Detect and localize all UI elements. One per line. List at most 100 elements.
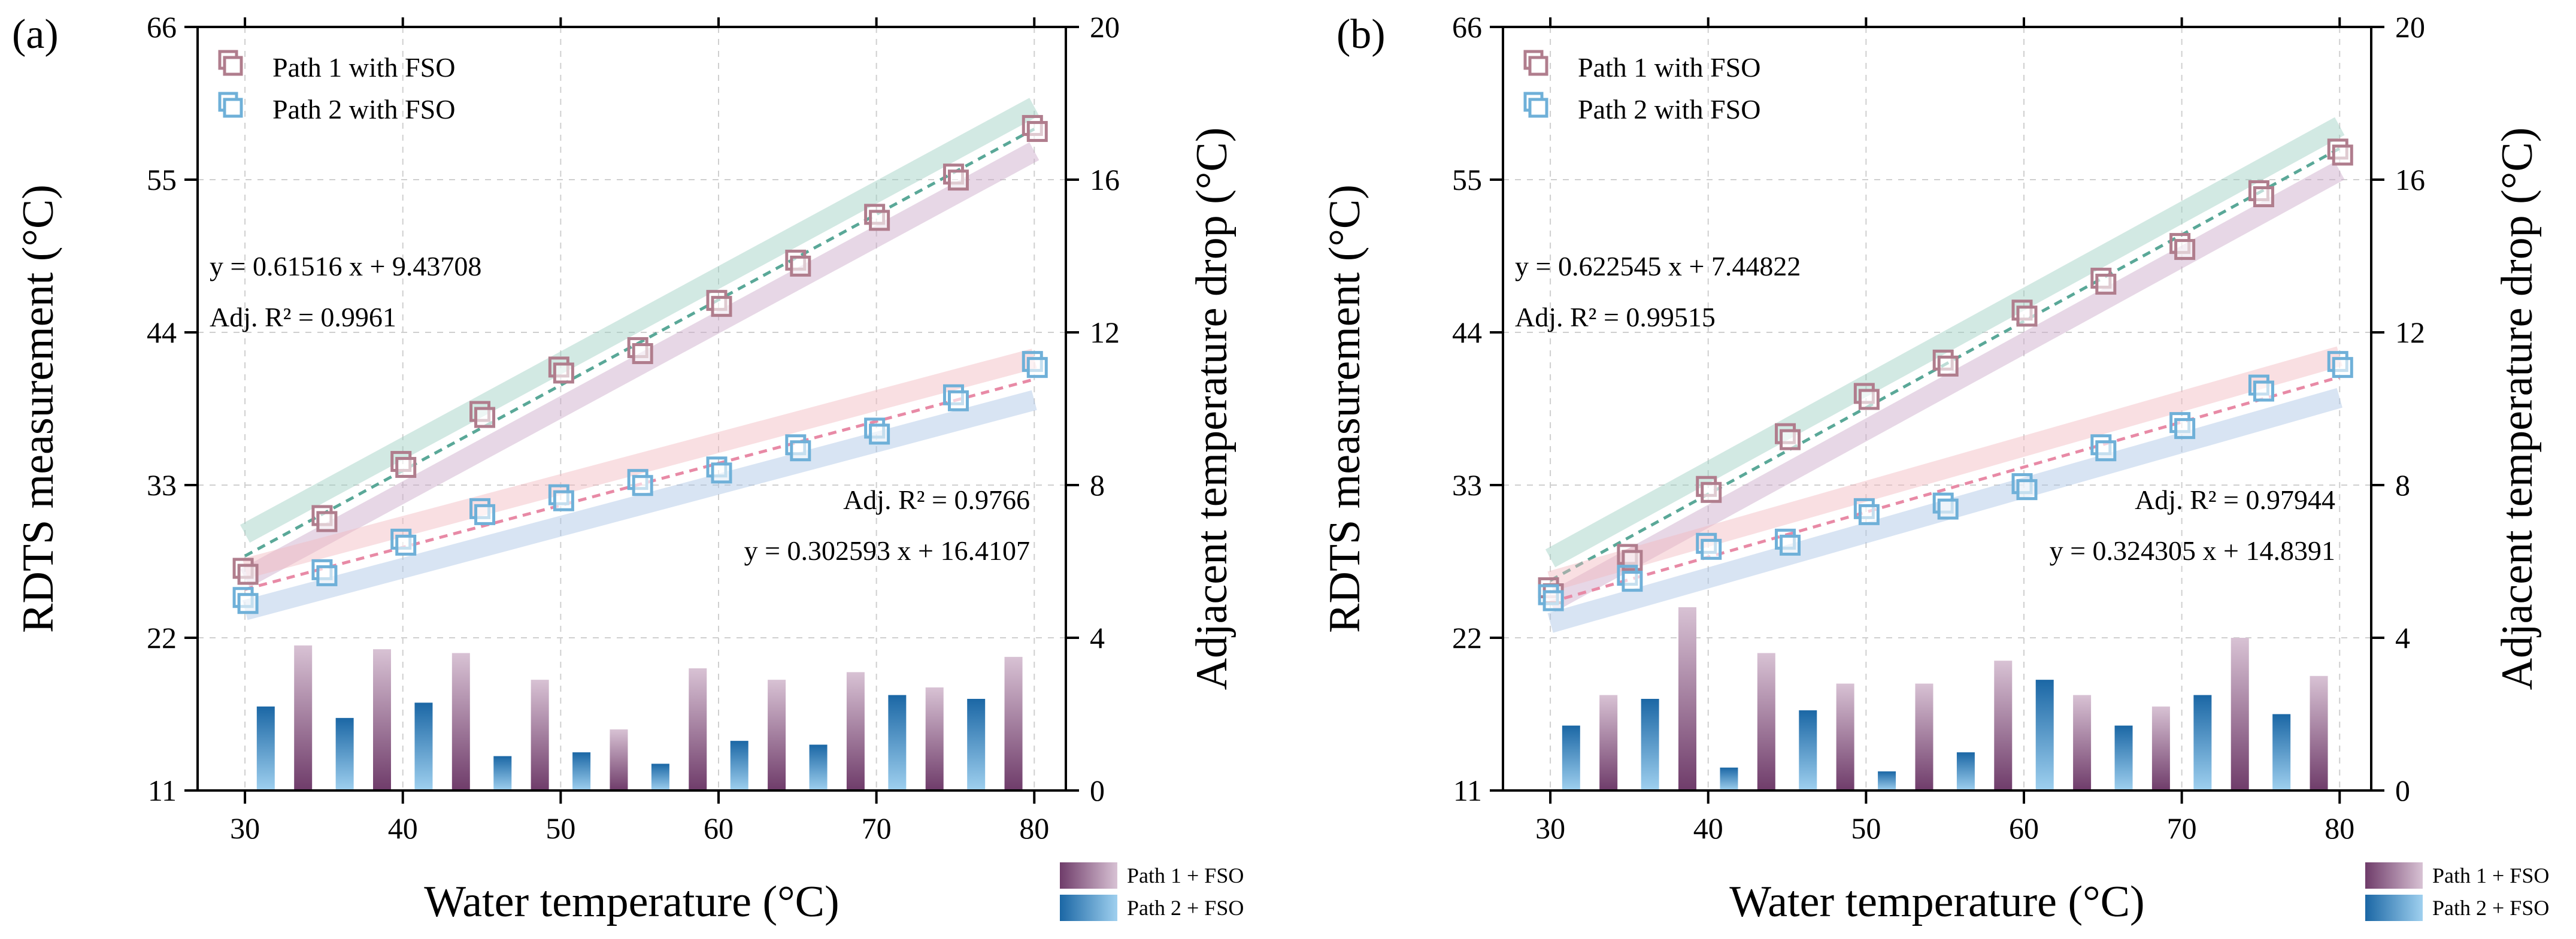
scatter-point bbox=[632, 343, 653, 364]
fit-line bbox=[244, 128, 1035, 558]
y-tick-label: 33 bbox=[1452, 468, 1482, 502]
y-tick-label: 11 bbox=[1453, 774, 1482, 807]
y-axis-title: RDTS measurement (°C) bbox=[1320, 184, 1369, 633]
bar-path1 bbox=[451, 653, 470, 790]
bar-path2 bbox=[256, 706, 275, 790]
fit2-equation: y = 0.324305 x + 14.8391 bbox=[2050, 535, 2335, 566]
plot-frame bbox=[1502, 26, 2372, 792]
y2-tick-label: 20 bbox=[1090, 10, 1120, 44]
x-tick-label: 60 bbox=[2009, 811, 2039, 845]
confidence-band-lower bbox=[240, 142, 1040, 587]
scatter-point bbox=[1780, 534, 1801, 556]
legend-label: Path 1 with FSO bbox=[1578, 52, 1760, 83]
y2-tick-label: 16 bbox=[1090, 163, 1120, 196]
y-tick-label: 55 bbox=[1452, 163, 1482, 196]
scatter-point bbox=[2016, 305, 2038, 327]
bar-legend-label: Path 2 + FSO bbox=[2432, 896, 2549, 920]
scatter-point bbox=[1858, 389, 1880, 410]
scatter-point bbox=[1026, 357, 1048, 378]
scatter-point bbox=[2332, 144, 2353, 166]
x-axis-title: Water temperature (°C) bbox=[424, 877, 839, 926]
bar-path2 bbox=[572, 752, 591, 790]
x-tick-label: 30 bbox=[230, 811, 260, 845]
scatter-point bbox=[1701, 538, 1722, 560]
confidence-band-lower bbox=[242, 390, 1037, 620]
bar-path2 bbox=[335, 717, 354, 790]
y2-tick-label: 12 bbox=[1090, 316, 1120, 349]
y2-axis-title: Adjacent temperature drop (°C) bbox=[1187, 128, 1237, 690]
scatter-point bbox=[869, 210, 890, 231]
bar-legend-swatch-path1 bbox=[2365, 862, 2423, 889]
y-tick-label: 22 bbox=[1452, 621, 1482, 655]
bar-path2 bbox=[1641, 699, 1659, 790]
bar-path2 bbox=[1956, 752, 1975, 790]
y-tick-label: 44 bbox=[1452, 316, 1482, 349]
bar-path1 bbox=[768, 680, 786, 790]
bar-path2 bbox=[1878, 771, 1896, 790]
plot-frame bbox=[196, 26, 1067, 792]
scatter-point bbox=[2174, 418, 2196, 440]
scatter-point bbox=[2253, 186, 2274, 207]
legend-marker bbox=[223, 56, 243, 76]
x-tick-label: 40 bbox=[388, 811, 418, 845]
legend-label: Path 2 with FSO bbox=[272, 94, 455, 125]
bar-legend-swatch-path2 bbox=[1060, 895, 1117, 921]
legend-label: Path 2 with FSO bbox=[1578, 94, 1760, 125]
bar-path1 bbox=[2230, 638, 2249, 790]
bar-path2 bbox=[1720, 767, 1738, 790]
bar-path1 bbox=[925, 687, 944, 790]
bar-path2 bbox=[2114, 725, 2133, 790]
scatter-point bbox=[474, 407, 496, 428]
x-tick-label: 60 bbox=[704, 811, 734, 845]
x-tick-label: 80 bbox=[1019, 811, 1049, 845]
y2-axis-title: Adjacent temperature drop (°C) bbox=[2493, 128, 2542, 690]
x-tick-label: 50 bbox=[1851, 811, 1881, 845]
scatter-point bbox=[1622, 550, 1643, 571]
scatter-point bbox=[711, 462, 732, 484]
x-tick-label: 70 bbox=[2167, 811, 2197, 845]
chart-panel-a: 30 40 50 60 70 80 11 22 33 44 55 66 0 4 8 12 16 20 (a) Wate… bbox=[12, 10, 1244, 926]
bar-path2 bbox=[2035, 680, 2054, 790]
scatter-point bbox=[395, 457, 417, 478]
chart-panel-b: 30 40 50 60 70 80 11 22 33 44 55 66 0 4 8 12 16 20 (b) Wate… bbox=[1320, 10, 2549, 926]
y2-tick-label: 12 bbox=[2395, 316, 2425, 349]
scatter-point bbox=[947, 390, 969, 411]
x-tick-label: 70 bbox=[862, 811, 892, 845]
scatter-point bbox=[553, 490, 574, 511]
bar-path1 bbox=[1994, 661, 2013, 790]
fit2-equation: y = 0.302593 x + 16.4107 bbox=[744, 535, 1030, 566]
bar-path2 bbox=[809, 744, 828, 790]
scatter-point bbox=[790, 255, 811, 277]
bar-path1 bbox=[2310, 676, 2328, 790]
legend-label: Path 1 with FSO bbox=[272, 52, 455, 83]
confidence-band-upper bbox=[240, 98, 1040, 543]
bar-path1 bbox=[1836, 683, 1854, 790]
bar-legend-swatch-path2 bbox=[2365, 895, 2423, 921]
legend-marker bbox=[1528, 98, 1548, 118]
scatter-point bbox=[790, 440, 811, 462]
bar-path1 bbox=[1757, 653, 1775, 790]
confidence-band-upper bbox=[1545, 117, 2345, 568]
bar-path2 bbox=[414, 702, 433, 790]
bar-path2 bbox=[1799, 710, 1817, 790]
y-tick-label: 44 bbox=[147, 316, 177, 349]
x-tick-label: 40 bbox=[1693, 811, 1723, 845]
y2-tick-label: 8 bbox=[2395, 468, 2410, 502]
y-tick-label: 66 bbox=[147, 10, 177, 44]
bar-path1 bbox=[2073, 695, 2092, 790]
fit1-r2: Adj. R² = 0.99515 bbox=[1515, 302, 1716, 332]
bar-path1 bbox=[2151, 706, 2170, 790]
scatter-point bbox=[1026, 121, 1048, 143]
bar-legend-label: Path 1 + FSO bbox=[2432, 864, 2549, 887]
bar-path1 bbox=[1915, 683, 1933, 790]
scatter-point bbox=[1701, 481, 1722, 503]
y-axis-title: RDTS measurement (°C) bbox=[14, 184, 63, 633]
scatter-point bbox=[2016, 479, 2038, 501]
y-tick-label: 55 bbox=[147, 163, 177, 196]
scatter-point bbox=[632, 475, 653, 496]
scatter-point bbox=[1858, 504, 1880, 525]
scatter-point bbox=[316, 565, 338, 586]
scatter-point bbox=[2095, 274, 2117, 295]
legend-marker bbox=[1528, 56, 1548, 76]
